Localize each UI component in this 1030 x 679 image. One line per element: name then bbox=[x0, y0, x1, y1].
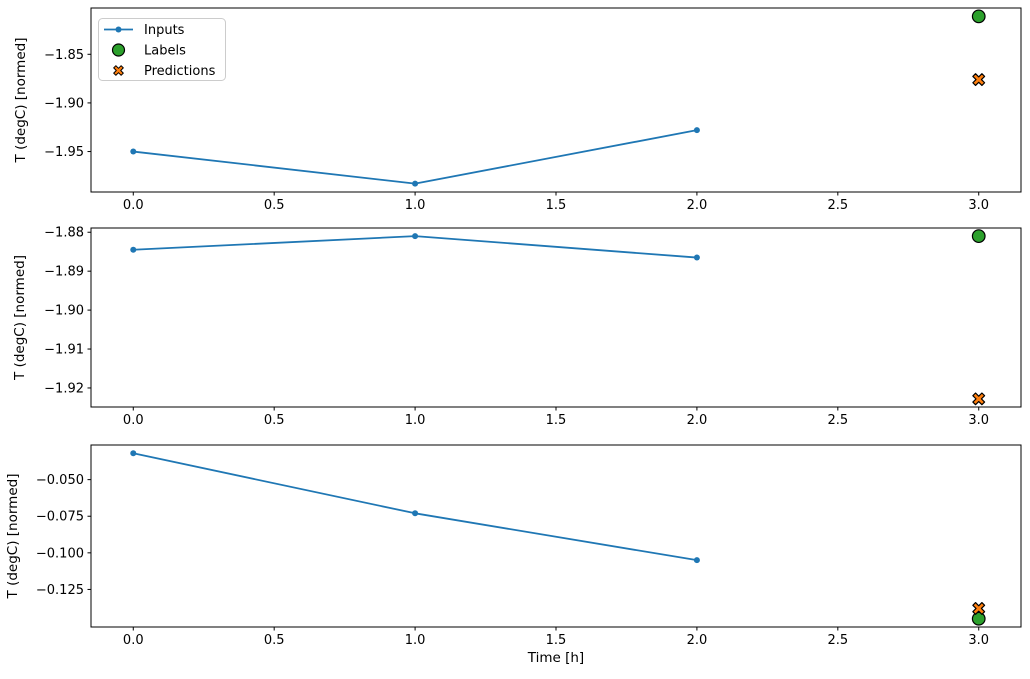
y-tick-label: −1.89 bbox=[44, 265, 84, 280]
x-tick-label: 1.5 bbox=[546, 633, 567, 648]
x-tick-label: 0.5 bbox=[264, 633, 285, 648]
x-tick-label: 2.0 bbox=[687, 413, 708, 428]
inputs-marker bbox=[412, 180, 419, 187]
x-tick-label: 2.5 bbox=[827, 633, 848, 648]
legend-inputs-dot-icon bbox=[115, 26, 122, 33]
x-tick-label: 0.0 bbox=[123, 633, 144, 648]
x-axis-label: Time [h] bbox=[527, 650, 584, 666]
legend-item-label: Inputs bbox=[144, 23, 185, 38]
y-tick-label: −1.90 bbox=[44, 304, 84, 319]
x-tick-label: 0.0 bbox=[123, 198, 144, 213]
x-tick-label: 0.5 bbox=[264, 413, 285, 428]
axes-frame bbox=[90, 7, 1022, 193]
x-tick-label: 2.5 bbox=[827, 198, 848, 213]
x-tick-label: 0.0 bbox=[123, 413, 144, 428]
subplot-3: 0.0 0.5 1.0 1.5 2.0 2.5 3.0 −0.050 −0.075 −0.100 −… bbox=[5, 444, 1022, 666]
x-tick-label: 1.5 bbox=[546, 413, 567, 428]
legend-box bbox=[98, 18, 226, 81]
inputs-marker bbox=[130, 450, 137, 457]
labels-marker bbox=[971, 229, 986, 244]
inputs-line bbox=[133, 452, 698, 562]
inputs-line bbox=[133, 235, 697, 259]
y-tick-label: −0.100 bbox=[36, 546, 84, 561]
y-tick-label: −1.92 bbox=[44, 381, 84, 396]
inputs-marker bbox=[130, 148, 137, 155]
x-tick-label: 2.0 bbox=[687, 198, 708, 213]
x-tick-label: 0.5 bbox=[264, 198, 285, 213]
x-tick-label: 2.5 bbox=[827, 413, 848, 428]
x-tick-label: 1.0 bbox=[405, 198, 426, 213]
y-tick-label: −1.91 bbox=[44, 343, 84, 358]
y-tick-label: −0.075 bbox=[36, 510, 84, 525]
inputs-marker bbox=[412, 233, 419, 240]
y-axis-label: T (degC) [normed] bbox=[13, 38, 29, 164]
inputs-marker bbox=[693, 254, 700, 261]
inputs-marker bbox=[693, 127, 700, 134]
y-tick-label: −0.050 bbox=[36, 473, 84, 488]
subplot-2: 0.0 0.5 1.0 1.5 2.0 2.5 3.0 −1.88 −1.89 −1.90 −1.9… bbox=[12, 226, 1022, 428]
labels-marker bbox=[971, 611, 986, 626]
y-tick-label: −1.95 bbox=[44, 145, 84, 160]
legend-predictions-icon bbox=[113, 65, 124, 76]
predictions-marker bbox=[972, 392, 986, 406]
legend-item-label: Predictions bbox=[144, 64, 216, 79]
x-tick-label: 3.0 bbox=[968, 413, 989, 428]
x-tick-label: 1.0 bbox=[405, 633, 426, 648]
legend-labels-icon bbox=[111, 43, 126, 57]
inputs-marker bbox=[130, 246, 137, 253]
x-tick-label: 1.0 bbox=[405, 413, 426, 428]
y-tick-label: −1.88 bbox=[44, 226, 84, 241]
axes-frame bbox=[90, 227, 1022, 408]
x-tick-label: 2.0 bbox=[687, 633, 708, 648]
y-tick-label: −0.125 bbox=[36, 583, 84, 598]
inputs-line bbox=[133, 129, 698, 185]
inputs-marker bbox=[412, 510, 419, 517]
x-tick-label: 3.0 bbox=[968, 633, 989, 648]
x-tick-label: 3.0 bbox=[968, 198, 989, 213]
subplot-1: 0.0 0.5 1.0 1.5 2.0 2.5 3.0 −1.85 −1.90 −1.95 T (d… bbox=[13, 7, 1022, 213]
y-tick-label: −1.85 bbox=[44, 48, 84, 63]
legend: Inputs Labels Predictions bbox=[98, 18, 226, 81]
y-axis-label: T (degC) [normed] bbox=[5, 474, 21, 600]
y-axis-label: T (degC) [normed] bbox=[12, 255, 28, 381]
inputs-marker bbox=[693, 557, 700, 564]
legend-item-label: Labels bbox=[144, 44, 186, 59]
predictions-marker bbox=[972, 73, 986, 87]
y-tick-label: −1.90 bbox=[44, 96, 84, 111]
labels-marker bbox=[971, 9, 986, 24]
predictions-marker bbox=[972, 602, 986, 615]
x-tick-label: 1.5 bbox=[546, 198, 567, 213]
